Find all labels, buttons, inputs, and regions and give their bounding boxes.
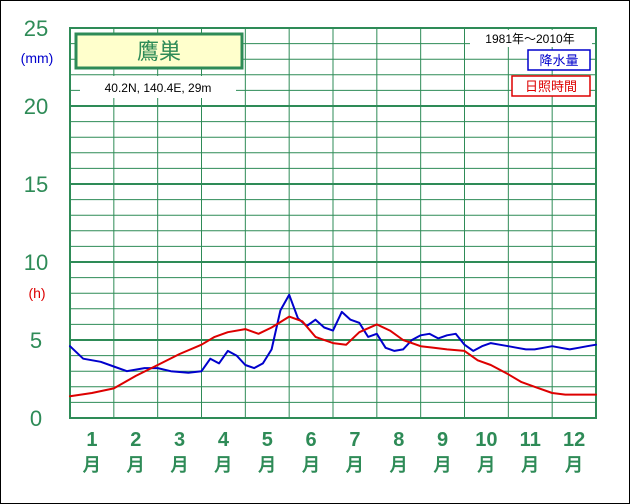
x-tick-label: 10 [475, 429, 497, 451]
y-tick-label: 5 [30, 328, 42, 353]
x-tick-suffix: 月 [520, 455, 539, 476]
title-box: 鷹巣 [74, 32, 244, 70]
grid-major [69, 27, 597, 419]
x-tick-label: 12 [563, 429, 585, 451]
x-tick-label: 6 [306, 429, 317, 451]
legend-precip: 降水量 [539, 54, 578, 69]
x-tick-label: 1 [86, 429, 97, 451]
x-tick-suffix: 月 [433, 455, 452, 476]
x-tick-suffix: 月 [345, 455, 364, 476]
x-tick-suffix: 月 [389, 455, 408, 476]
x-tick-suffix: 月 [213, 455, 232, 476]
y-tick-label: 25 [24, 16, 48, 41]
x-tick-label: 7 [349, 429, 360, 451]
y-tick-labels: 0 5 10 15 20 25 [24, 16, 48, 431]
plot-border [69, 27, 597, 419]
y-tick-label: 15 [24, 172, 48, 197]
x-tick-suffix: 月 [170, 455, 189, 476]
y-unit-precip: (mm) [21, 50, 54, 66]
y-tick-label: 0 [30, 406, 42, 431]
x-tick-suffix: 月 [564, 455, 583, 476]
x-tick-suffix: 月 [476, 455, 495, 476]
x-tick-suffix: 月 [301, 455, 320, 476]
precipitation-line [69, 293, 597, 374]
legend-sun: 日照時間 [525, 80, 577, 95]
chart-title: 鷹巣 [137, 40, 181, 65]
x-tick-suffix: 月 [82, 455, 101, 476]
x-tick-label: 9 [437, 429, 448, 451]
sunshine-line [69, 315, 597, 398]
chart-subtitle: 40.2N, 140.4E, 29m [105, 81, 212, 95]
period-label: 1981年〜2010年 [485, 32, 574, 46]
x-tick-label: 3 [174, 429, 185, 451]
x-tick-suffix: 月 [126, 455, 145, 476]
x-tick-label: 8 [393, 429, 404, 451]
series-lines [69, 293, 597, 398]
legend: 降水量 日照時間 [511, 49, 591, 97]
x-tick-suffix: 月 [257, 455, 276, 476]
x-tick-labels: 1 月 2 月 3 月 4 月 5 月 6 月 7 月 8 月 9 月 10 月 11 月 12 月 [82, 429, 585, 476]
x-tick-label: 4 [218, 429, 230, 451]
x-tick-label: 11 [520, 429, 541, 451]
y-tick-label: 20 [24, 94, 48, 119]
x-tick-label: 2 [130, 429, 141, 451]
y-unit-sun: (h) [28, 285, 45, 301]
y-tick-label: 10 [24, 250, 48, 275]
x-tick-label: 5 [262, 429, 273, 451]
